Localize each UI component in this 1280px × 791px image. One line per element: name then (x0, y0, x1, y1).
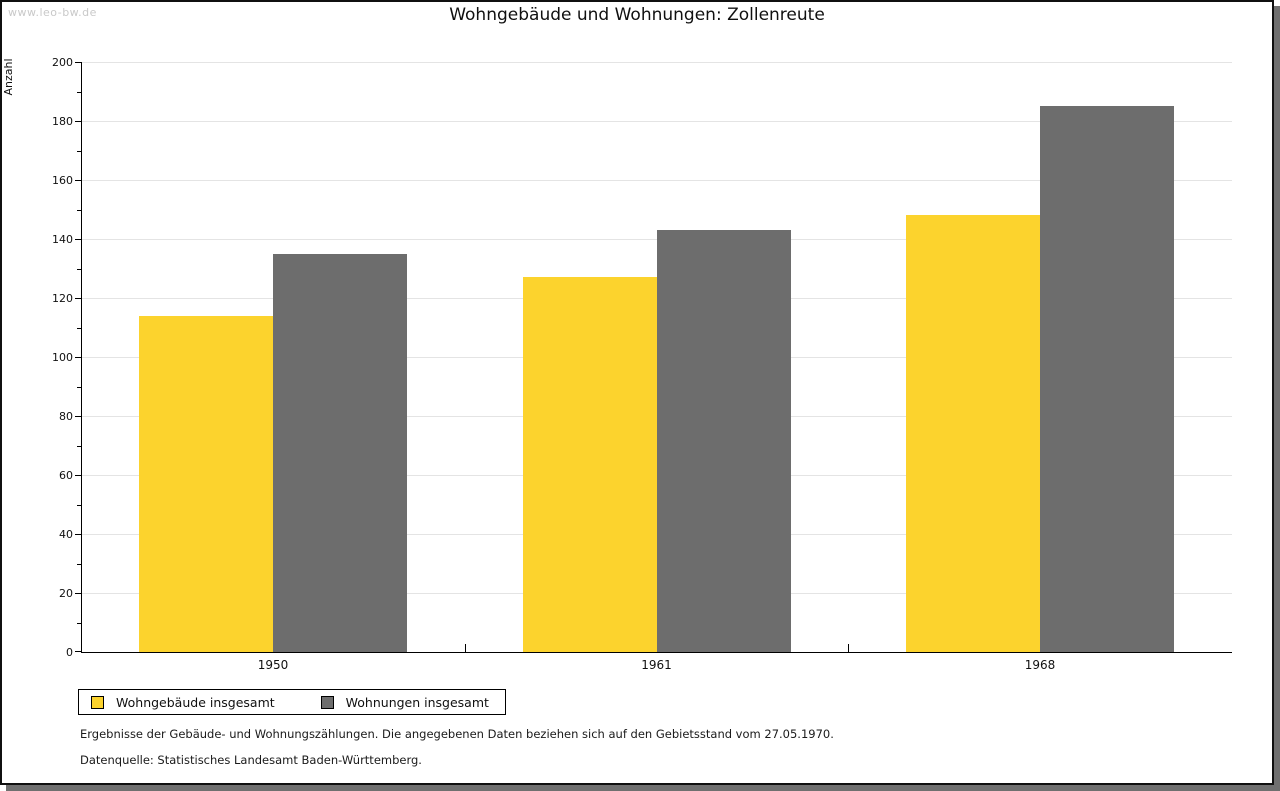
y-axis-minor-tick (77, 91, 81, 93)
y-axis-minor-tick (77, 268, 81, 270)
bar-wohngebaeude-1961 (522, 277, 657, 652)
y-axis-major-tick (75, 298, 81, 299)
y-axis-major-tick (75, 62, 81, 63)
y-axis-minor-tick (77, 504, 81, 506)
y-axis-minor-tick (77, 327, 81, 329)
yellow-swatch-icon (91, 695, 104, 709)
y-axis-minor-tick (77, 150, 81, 152)
y-axis-major-tick (75, 416, 81, 417)
y-axis-minor-tick (77, 563, 81, 565)
x-axis-separator-tick (848, 644, 850, 652)
y-axis-tick-label: 100 (52, 351, 73, 364)
legend-box: Wohngebäude insgesamt Wohnungen insgesamt (78, 689, 506, 715)
y-axis-minor-tick (77, 445, 81, 447)
bar-wohngebaeude-1950 (139, 316, 273, 652)
y-axis-tick-label: 60 (59, 469, 73, 482)
legend-item-wohnungen: Wohnungen insgesamt (320, 694, 489, 710)
y-axis-tick-label: 120 (52, 292, 73, 305)
bar-wohnungen-1968 (1040, 106, 1174, 652)
x-axis-separator-tick (464, 644, 466, 652)
y-axis-tick-label: 200 (52, 56, 73, 69)
plot-area: 0 20 40 60 80 100 120 140 160 180 200 1950 1961 1968 (52, 56, 1232, 672)
y-gridline (82, 62, 1232, 63)
y-axis-major-tick (75, 593, 81, 594)
y-axis-major-tick (75, 180, 81, 181)
y-axis-tick-label: 80 (59, 410, 73, 423)
gray-swatch-icon (320, 695, 334, 709)
y-axis-major-tick (75, 534, 81, 535)
y-axis-tick-label: 160 (52, 174, 73, 187)
y-axis-tick-label: 0 (66, 646, 73, 659)
y-axis-major-tick (75, 121, 81, 122)
y-gridline (82, 180, 1232, 181)
x-axis-category-label: 1961 (641, 658, 672, 672)
footnote-source-note: Ergebnisse der Gebäude- und Wohnungszähl… (80, 727, 834, 741)
footnote-data-source: Datenquelle: Statistisches Landesamt Bad… (80, 753, 422, 767)
y-axis-tick-label: 20 (59, 587, 73, 600)
y-gridline (82, 121, 1232, 122)
y-axis-tick-label: 40 (59, 528, 73, 541)
bar-wohnungen-1950 (273, 254, 407, 652)
y-axis-major-tick (75, 357, 81, 358)
y-axis-tick-label: 140 (52, 233, 73, 246)
chart-title: Wohngebäude und Wohnungen: Zollenreute (449, 5, 825, 25)
y-axis-minor-tick (77, 209, 81, 211)
y-axis-major-tick (75, 651, 81, 652)
y-axis-title: Anzahl (2, 58, 15, 96)
y-axis-major-tick (75, 475, 81, 476)
x-axis-category-label: 1968 (1024, 658, 1056, 672)
y-axis-minor-tick (77, 386, 81, 388)
y-axis-tick-label: 180 (52, 115, 73, 128)
bar-wohnungen-1961 (656, 230, 791, 652)
y-axis-minor-tick (77, 622, 81, 624)
watermark-leo-bw: www.leo-bw.de (8, 6, 97, 19)
legend-label: Wohngebäude insgesamt (116, 694, 275, 710)
x-axis-category-label: 1950 (257, 658, 289, 672)
legend-label: Wohnungen insgesamt (345, 694, 489, 710)
bar-wohngebaeude-1968 (906, 215, 1040, 652)
y-axis-major-tick (75, 239, 81, 240)
legend-item-wohngebaeude: Wohngebäude insgesamt (91, 695, 275, 710)
